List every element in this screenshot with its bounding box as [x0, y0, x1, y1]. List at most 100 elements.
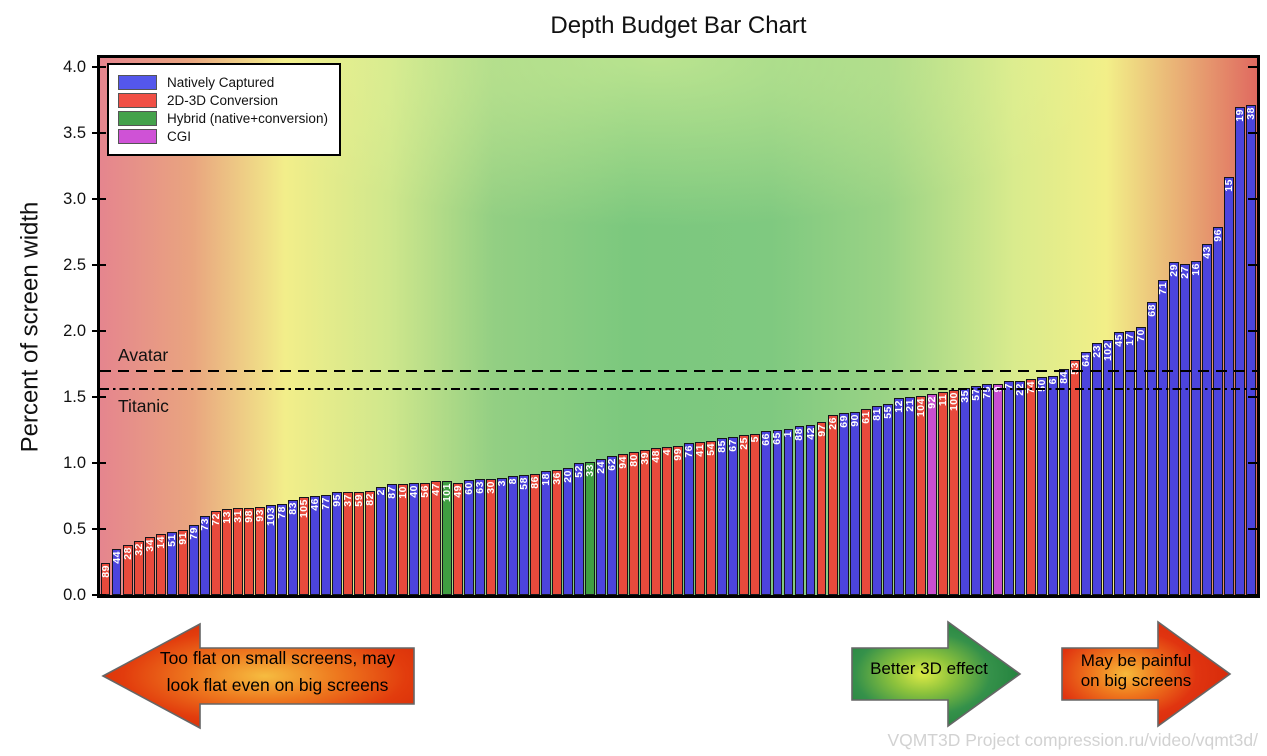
titanic-label: Titanic	[118, 396, 169, 416]
bar-76: 76	[683, 443, 695, 595]
bar-label: 82	[363, 493, 376, 506]
bar-label: 104	[914, 398, 927, 418]
bar-label: 101	[440, 483, 453, 503]
bar-49: 49	[451, 483, 464, 595]
bar-75: 75	[981, 384, 993, 595]
bar-label: 71	[1156, 282, 1169, 295]
bar-40: 40	[408, 483, 420, 595]
titanic-line	[100, 388, 1257, 390]
bar-105: 105	[297, 497, 310, 595]
bar-34: 34	[143, 537, 155, 595]
y-tick	[92, 528, 106, 530]
bar-100: 100	[947, 390, 959, 595]
bar-22: 22	[1014, 381, 1026, 595]
bar-label: 55	[881, 406, 894, 419]
y-tick-right	[1248, 528, 1257, 530]
bar-label: 95	[330, 494, 343, 507]
bar-56: 56	[418, 483, 431, 595]
bar-81: 81	[870, 406, 883, 595]
bars-container: 89 44 28 32 34 14 51 91 79 73 72 13 31 98 93 103 78 83 105…	[99, 58, 1257, 595]
bar-85: 85	[716, 438, 728, 595]
bar-54: 54	[705, 441, 717, 595]
left-arrow-line1: Too flat on small screens, may	[159, 648, 396, 668]
bar-12: 12	[892, 398, 904, 595]
bar-label: 97	[815, 424, 828, 437]
bar-1: 1	[782, 429, 794, 595]
bar-label: 38	[1244, 107, 1257, 120]
bar-30: 30	[485, 479, 497, 595]
bar-61: 61	[859, 409, 871, 595]
bar-21: 21	[903, 397, 915, 595]
bar-60: 60	[462, 480, 475, 595]
bar-3: 3	[495, 478, 508, 595]
bar-label: 53	[1068, 362, 1081, 375]
bar-label: 78	[275, 506, 288, 519]
watermark: VQMT3D Project compression.ru/video/vqmt…	[887, 730, 1258, 750]
bar-14: 14	[154, 534, 167, 595]
bar-33: 33	[584, 462, 596, 595]
bar-label: 102	[1101, 342, 1114, 362]
bar-73: 73	[198, 516, 210, 595]
bar-78: 78	[275, 504, 288, 595]
bar-98: 98	[242, 508, 254, 595]
bar-label: 42	[804, 427, 817, 440]
y-tick	[92, 396, 106, 398]
chart-title: Depth Budget Bar Chart	[550, 12, 807, 39]
bar-28: 28	[121, 545, 133, 595]
y-tick-right	[1248, 66, 1257, 68]
bar-48: 48	[650, 448, 662, 595]
bar-label: 45	[1112, 334, 1125, 347]
bar-label: 81	[870, 408, 883, 421]
middle-arrow-text: Better 3D effect	[870, 659, 988, 678]
bar-label: 44	[110, 551, 123, 564]
y-tick	[92, 462, 106, 464]
bar-84: 84	[1057, 369, 1070, 595]
bar-label: 59	[352, 494, 365, 507]
bar-label: 8	[506, 478, 519, 485]
bar-label: 105	[297, 499, 310, 519]
bar-35: 35	[958, 388, 970, 595]
bar-57: 57	[969, 386, 981, 595]
bar-24: 24	[595, 459, 607, 595]
legend-swatch-native	[118, 75, 157, 90]
bar-label: 3	[495, 480, 508, 487]
bar-46: 46	[309, 496, 321, 595]
bar-16: 16	[1190, 261, 1202, 595]
y-tick	[92, 198, 106, 200]
bar-97: 97	[815, 422, 828, 595]
legend-item-conversion: 2D-3D Conversion	[118, 93, 328, 108]
bar-label: 14	[154, 536, 167, 549]
bar-label: 84	[1057, 371, 1070, 384]
bar-label: 2	[374, 489, 387, 496]
y-tick	[92, 594, 106, 596]
bar-label: 91	[176, 532, 189, 545]
bar-label: 43	[1200, 246, 1213, 259]
y-tick-label: 4.0	[63, 58, 86, 76]
y-tick	[92, 132, 106, 134]
legend-label-hybrid: Hybrid (native+conversion)	[167, 111, 328, 126]
bar-6: 6	[1047, 376, 1059, 595]
bar-10: 10	[397, 484, 409, 595]
bar-9: 9	[992, 384, 1004, 595]
bar-label: 11	[936, 394, 949, 407]
bar-58: 58	[518, 475, 530, 595]
bar-15: 15	[1223, 177, 1235, 595]
y-tick-right	[1248, 396, 1257, 398]
legend-label-cgi: CGI	[167, 129, 192, 144]
bar-label: 49	[451, 485, 464, 498]
bar-38: 38	[1244, 105, 1257, 595]
bar-65: 65	[771, 430, 783, 595]
bar-5: 5	[749, 434, 761, 595]
bar-label: 87	[385, 486, 398, 499]
bar-64: 64	[1079, 352, 1092, 595]
bar-label: 72	[209, 513, 222, 526]
bar-label: 27	[1178, 266, 1191, 279]
bar-label: 60	[462, 482, 475, 495]
y-tick-label: 0.5	[63, 520, 86, 538]
right-arrow-line2: on big screens	[1080, 670, 1192, 690]
bar-label: 56	[418, 485, 431, 498]
bar-50: 50	[1036, 377, 1048, 595]
left-arrow-shape	[101, 622, 415, 730]
bar-11: 11	[936, 392, 949, 595]
bar-label: 64	[1079, 354, 1092, 367]
